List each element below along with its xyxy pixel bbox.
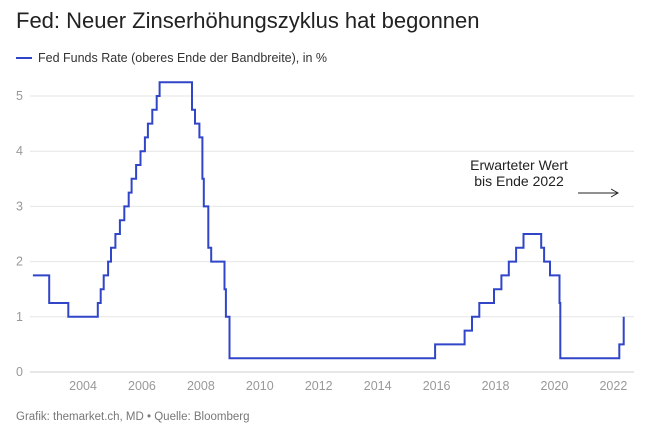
y-tick-label: 2: [16, 255, 23, 269]
legend-label: Fed Funds Rate (oberes Ende der Bandbrei…: [38, 51, 328, 65]
x-tick-label: 2004: [69, 379, 97, 393]
x-tick-label: 2018: [482, 379, 510, 393]
y-tick-label: 1: [16, 310, 23, 324]
x-axis-ticks: 2004 2006 2008 2010 2012 2014 2016 2018 2020 2022: [69, 379, 627, 393]
legend-swatch: [16, 57, 32, 59]
legend: Fed Funds Rate (oberes Ende der Bandbrei…: [16, 51, 327, 65]
y-tick-label: 0: [16, 365, 23, 379]
x-tick-label: 2014: [364, 379, 392, 393]
arrow-right-icon: [610, 188, 620, 198]
x-tick-label: 2022: [599, 379, 627, 393]
series-group: [32, 81, 625, 360]
y-tick-label: 3: [16, 199, 23, 213]
source-footer: Grafik: themarket.ch, MD • Quelle: Bloom…: [16, 411, 250, 423]
y-tick-label: 4: [16, 144, 23, 158]
x-tick-label: 2020: [541, 379, 569, 393]
x-tick-label: 2006: [128, 379, 156, 393]
y-tick-label: 5: [16, 89, 23, 103]
x-tick-label: 2016: [423, 379, 451, 393]
annotation-text: Erwarteter Wert: [470, 157, 568, 173]
gridlines: [30, 95, 634, 373]
annotation-text: bis Ende 2022: [474, 173, 564, 189]
series-line-0: [32, 81, 625, 360]
y-axis-ticks: 0 1 2 3 4 5: [16, 89, 23, 379]
chart-title: Fed: Neuer Zinserhöhungszyklus hat begon…: [16, 8, 480, 33]
x-tick-label: 2012: [305, 379, 333, 393]
x-tick-label: 2008: [187, 379, 215, 393]
x-tick-label: 2010: [246, 379, 274, 393]
